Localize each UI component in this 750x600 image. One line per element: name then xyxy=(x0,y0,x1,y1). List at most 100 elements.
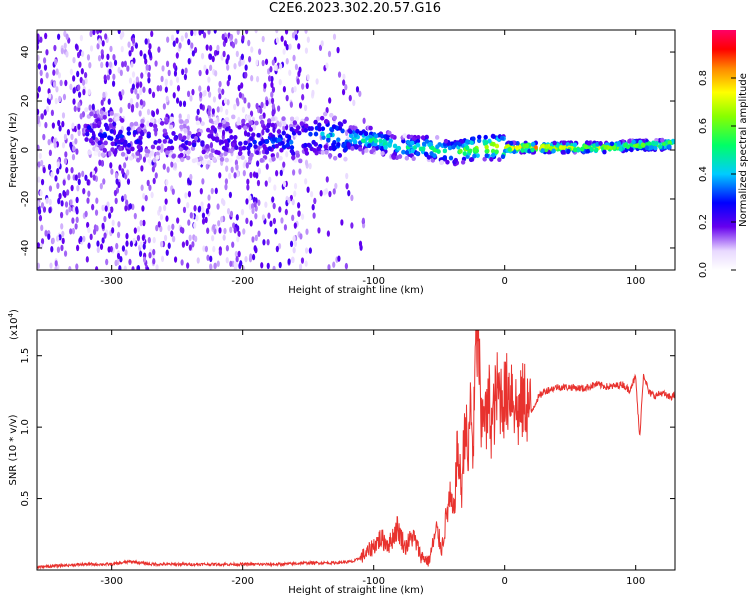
heatmap-cell xyxy=(117,30,121,35)
heatmap-cell xyxy=(304,247,309,254)
heatmap-cell xyxy=(117,221,121,228)
heatmap-cell xyxy=(252,139,257,145)
heatmap-cell xyxy=(178,135,183,141)
heatmap-cell xyxy=(146,108,151,116)
heatmap-cell xyxy=(268,176,272,183)
heatmap-cell xyxy=(609,141,615,147)
snr-frame xyxy=(36,329,676,571)
heatmap-cell xyxy=(453,157,459,163)
heatmap-cell xyxy=(156,145,161,151)
heatmap-cell xyxy=(230,142,236,148)
heatmap-cell xyxy=(165,95,169,103)
heatmap-cell xyxy=(65,166,69,174)
heatmap-cell xyxy=(56,168,60,175)
heatmap-cell xyxy=(101,237,105,244)
heatmap-cell xyxy=(271,156,276,162)
heatmap-cell xyxy=(442,148,448,154)
heatmap-cell xyxy=(544,144,549,149)
heatmap-cell xyxy=(134,88,138,95)
heatmap-cell xyxy=(272,126,276,133)
heatmap-cell xyxy=(55,235,60,242)
heatmap-cell xyxy=(350,194,354,202)
heatmap-cell xyxy=(92,174,96,181)
chart-title: C2E6.2023.302.20.57.G16 xyxy=(268,1,442,16)
heatmap-cell xyxy=(491,134,496,139)
heatmap-cell xyxy=(37,176,41,183)
heatmap-cell xyxy=(100,53,105,60)
heatmap-cell xyxy=(127,102,131,110)
heatmap-cell xyxy=(168,124,174,130)
heatmap-cell xyxy=(305,228,309,235)
heatmap-cell xyxy=(77,123,81,130)
heatmap-cell xyxy=(55,68,59,75)
heatmap-cell xyxy=(188,234,192,242)
heatmap-cell xyxy=(245,217,249,225)
heatmap-cell xyxy=(136,234,141,242)
heatmap-cell xyxy=(304,178,308,185)
heatmap-cell xyxy=(220,216,224,223)
heatmap-cell xyxy=(170,230,174,237)
heatmap-cell xyxy=(200,142,205,147)
heatmap-cell xyxy=(256,132,261,138)
heatmap-cell xyxy=(306,186,310,193)
heatmap-cell xyxy=(123,60,127,68)
heatmap-cell xyxy=(209,64,213,71)
heatmap-cell xyxy=(180,157,185,163)
heatmap-cell xyxy=(54,266,58,270)
heatmap-cell xyxy=(235,170,240,178)
heatmap-cell xyxy=(159,225,163,233)
heatmap-cell xyxy=(579,146,585,152)
x-tick-label: 0 xyxy=(502,276,508,287)
heatmap-cell xyxy=(551,148,556,154)
heatmap-cell xyxy=(251,132,256,138)
heatmap-cell xyxy=(303,104,308,112)
heatmap-cell xyxy=(121,195,125,202)
heatmap-cell xyxy=(191,142,197,148)
heatmap-cell xyxy=(245,162,249,169)
heatmap-cell xyxy=(618,146,623,152)
heatmap-cell xyxy=(477,134,482,140)
heatmap-cell xyxy=(55,86,59,93)
heatmap-cell xyxy=(278,121,282,128)
heatmap-cell xyxy=(262,239,266,246)
heatmap-cell xyxy=(88,137,94,143)
heatmap-cell xyxy=(139,81,143,88)
heatmap-cell xyxy=(79,113,83,120)
heatmap-cell xyxy=(87,150,92,155)
heatmap-cell xyxy=(148,122,154,127)
heatmap-cell xyxy=(161,65,165,72)
heatmap-cell xyxy=(75,148,79,155)
heatmap-cell xyxy=(212,96,217,103)
heatmap-cell xyxy=(415,151,420,157)
heatmap-cell xyxy=(345,182,349,190)
heatmap-cell xyxy=(144,38,148,45)
heatmap-cell xyxy=(75,206,79,213)
heatmap-cell xyxy=(97,140,102,146)
heatmap-cell xyxy=(355,86,360,93)
heatmap-cell xyxy=(322,111,328,117)
heatmap-cell xyxy=(191,158,197,164)
heatmap-cell xyxy=(160,255,165,263)
heatmap-cell xyxy=(65,209,69,216)
heatmap-cell xyxy=(226,64,230,71)
heatmap-cell xyxy=(37,200,41,207)
heatmap-cell xyxy=(37,86,41,93)
heatmap-cell xyxy=(179,119,184,125)
heatmap-cell xyxy=(93,113,98,119)
heatmap-cell xyxy=(121,168,125,175)
heatmap-cell xyxy=(58,192,62,200)
x-tick-label: 0 xyxy=(502,576,508,587)
heatmap-cell xyxy=(95,197,99,204)
heatmap-cell xyxy=(209,255,213,263)
heatmap-cell xyxy=(223,151,228,157)
heatmap-cell xyxy=(616,140,621,146)
heatmap-cell xyxy=(269,66,273,73)
heatmap-cell xyxy=(226,99,230,106)
heatmap-cell xyxy=(233,227,237,234)
heatmap-cell xyxy=(68,266,72,270)
heatmap-cell xyxy=(435,144,440,150)
heatmap-cell xyxy=(157,138,162,144)
heatmap-cell xyxy=(159,120,165,126)
heatmap-cell xyxy=(228,191,232,199)
heatmap-cell xyxy=(315,116,321,122)
